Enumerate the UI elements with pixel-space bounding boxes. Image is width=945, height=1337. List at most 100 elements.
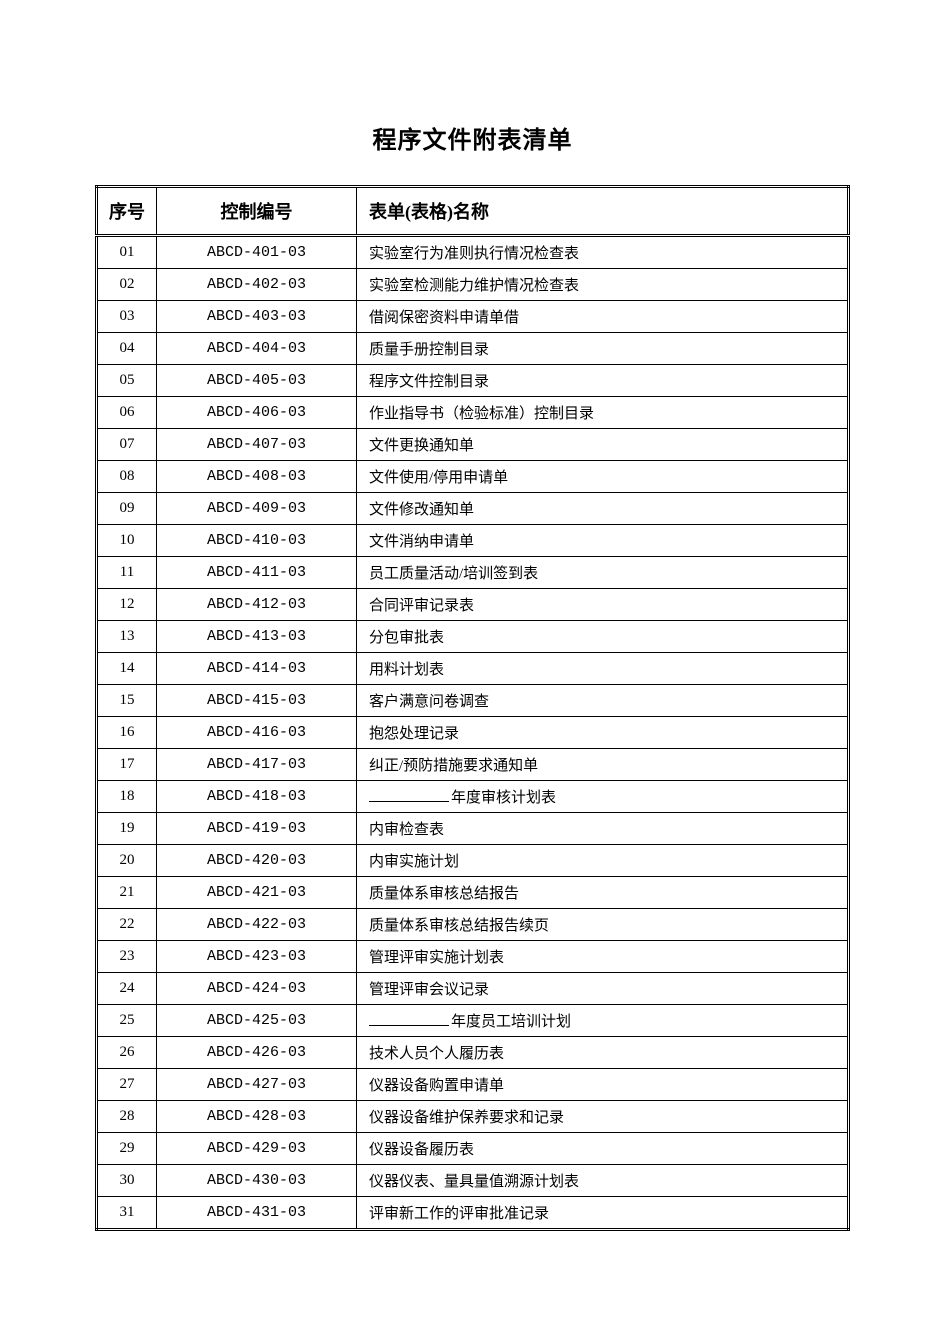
cell-code: ABCD-415-03 [157,685,357,717]
cell-code: ABCD-401-03 [157,236,357,269]
table-row: 10ABCD-410-03文件消纳申请单 [97,525,849,557]
cell-name: 抱怨处理记录 [357,717,849,749]
cell-seq: 01 [97,236,157,269]
cell-code: ABCD-421-03 [157,877,357,909]
table-row: 07ABCD-407-03文件更换通知单 [97,429,849,461]
cell-code: ABCD-426-03 [157,1037,357,1069]
cell-seq: 02 [97,269,157,301]
forms-list-table: 序号 控制编号 表单(表格)名称 01ABCD-401-03实验室行为准则执行情… [95,185,850,1231]
cell-seq: 08 [97,461,157,493]
table-row: 04ABCD-404-03质量手册控制目录 [97,333,849,365]
cell-name: 文件消纳申请单 [357,525,849,557]
cell-name: 仪器仪表、量具量值溯源计划表 [357,1165,849,1197]
cell-name: 文件使用/停用申请单 [357,461,849,493]
table-row: 05ABCD-405-03程序文件控制目录 [97,365,849,397]
cell-name: 质量手册控制目录 [357,333,849,365]
cell-name: 分包审批表 [357,621,849,653]
blank-underline [369,787,449,802]
cell-name: 实验室检测能力维护情况检查表 [357,269,849,301]
cell-code: ABCD-409-03 [157,493,357,525]
cell-code: ABCD-406-03 [157,397,357,429]
cell-code: ABCD-410-03 [157,525,357,557]
col-header-seq: 序号 [97,187,157,236]
table-row: 09ABCD-409-03文件修改通知单 [97,493,849,525]
table-row: 25ABCD-425-03年度员工培训计划 [97,1005,849,1037]
cell-seq: 18 [97,781,157,813]
cell-seq: 27 [97,1069,157,1101]
cell-name: 质量体系审核总结报告 [357,877,849,909]
table-header-row: 序号 控制编号 表单(表格)名称 [97,187,849,236]
cell-name: 用料计划表 [357,653,849,685]
cell-name: 文件修改通知单 [357,493,849,525]
cell-code: ABCD-427-03 [157,1069,357,1101]
cell-seq: 06 [97,397,157,429]
cell-name: 借阅保密资料申请单借 [357,301,849,333]
cell-name: 仪器设备维护保养要求和记录 [357,1101,849,1133]
cell-seq: 17 [97,749,157,781]
cell-seq: 10 [97,525,157,557]
table-row: 28ABCD-428-03仪器设备维护保养要求和记录 [97,1101,849,1133]
cell-name: 程序文件控制目录 [357,365,849,397]
cell-seq: 21 [97,877,157,909]
cell-seq: 25 [97,1005,157,1037]
cell-code: ABCD-431-03 [157,1197,357,1230]
cell-seq: 07 [97,429,157,461]
cell-code: ABCD-403-03 [157,301,357,333]
table-body: 01ABCD-401-03实验室行为准则执行情况检查表02ABCD-402-03… [97,236,849,1230]
table-row: 20ABCD-420-03内审实施计划 [97,845,849,877]
cell-code: ABCD-414-03 [157,653,357,685]
table-row: 01ABCD-401-03实验室行为准则执行情况检查表 [97,236,849,269]
cell-code: ABCD-412-03 [157,589,357,621]
cell-code: ABCD-423-03 [157,941,357,973]
cell-name: 客户满意问卷调查 [357,685,849,717]
cell-code: ABCD-420-03 [157,845,357,877]
table-row: 13ABCD-413-03分包审批表 [97,621,849,653]
page-title: 程序文件附表清单 [95,120,850,155]
cell-name: 年度审核计划表 [357,781,849,813]
cell-name: 管理评审会议记录 [357,973,849,1005]
table-row: 15ABCD-415-03客户满意问卷调查 [97,685,849,717]
cell-code: ABCD-419-03 [157,813,357,845]
cell-seq: 19 [97,813,157,845]
cell-name: 管理评审实施计划表 [357,941,849,973]
table-row: 17ABCD-417-03纠正/预防措施要求通知单 [97,749,849,781]
cell-name: 纠正/预防措施要求通知单 [357,749,849,781]
cell-name: 实验室行为准则执行情况检查表 [357,236,849,269]
cell-name: 员工质量活动/培训签到表 [357,557,849,589]
col-header-code: 控制编号 [157,187,357,236]
cell-code: ABCD-418-03 [157,781,357,813]
table-row: 24ABCD-424-03管理评审会议记录 [97,973,849,1005]
cell-seq: 16 [97,717,157,749]
table-row: 22ABCD-422-03质量体系审核总结报告续页 [97,909,849,941]
cell-name-text: 年度员工培训计划 [451,1014,571,1030]
cell-seq: 15 [97,685,157,717]
table-row: 12ABCD-412-03合同评审记录表 [97,589,849,621]
cell-code: ABCD-411-03 [157,557,357,589]
cell-seq: 31 [97,1197,157,1230]
table-row: 23ABCD-423-03管理评审实施计划表 [97,941,849,973]
cell-code: ABCD-416-03 [157,717,357,749]
cell-seq: 03 [97,301,157,333]
cell-seq: 20 [97,845,157,877]
cell-code: ABCD-417-03 [157,749,357,781]
cell-name: 内审检查表 [357,813,849,845]
cell-name: 技术人员个人履历表 [357,1037,849,1069]
table-row: 19ABCD-419-03内审检查表 [97,813,849,845]
cell-seq: 05 [97,365,157,397]
cell-name: 合同评审记录表 [357,589,849,621]
cell-name-text: 年度审核计划表 [451,790,556,806]
cell-name: 仪器设备履历表 [357,1133,849,1165]
cell-code: ABCD-407-03 [157,429,357,461]
blank-underline [369,1011,449,1026]
table-row: 11ABCD-411-03员工质量活动/培训签到表 [97,557,849,589]
table-row: 06ABCD-406-03作业指导书（检验标准）控制目录 [97,397,849,429]
cell-seq: 09 [97,493,157,525]
cell-seq: 12 [97,589,157,621]
table-row: 21ABCD-421-03质量体系审核总结报告 [97,877,849,909]
cell-name: 仪器设备购置申请单 [357,1069,849,1101]
cell-seq: 11 [97,557,157,589]
cell-seq: 04 [97,333,157,365]
cell-code: ABCD-404-03 [157,333,357,365]
cell-seq: 13 [97,621,157,653]
cell-name: 评审新工作的评审批准记录 [357,1197,849,1230]
